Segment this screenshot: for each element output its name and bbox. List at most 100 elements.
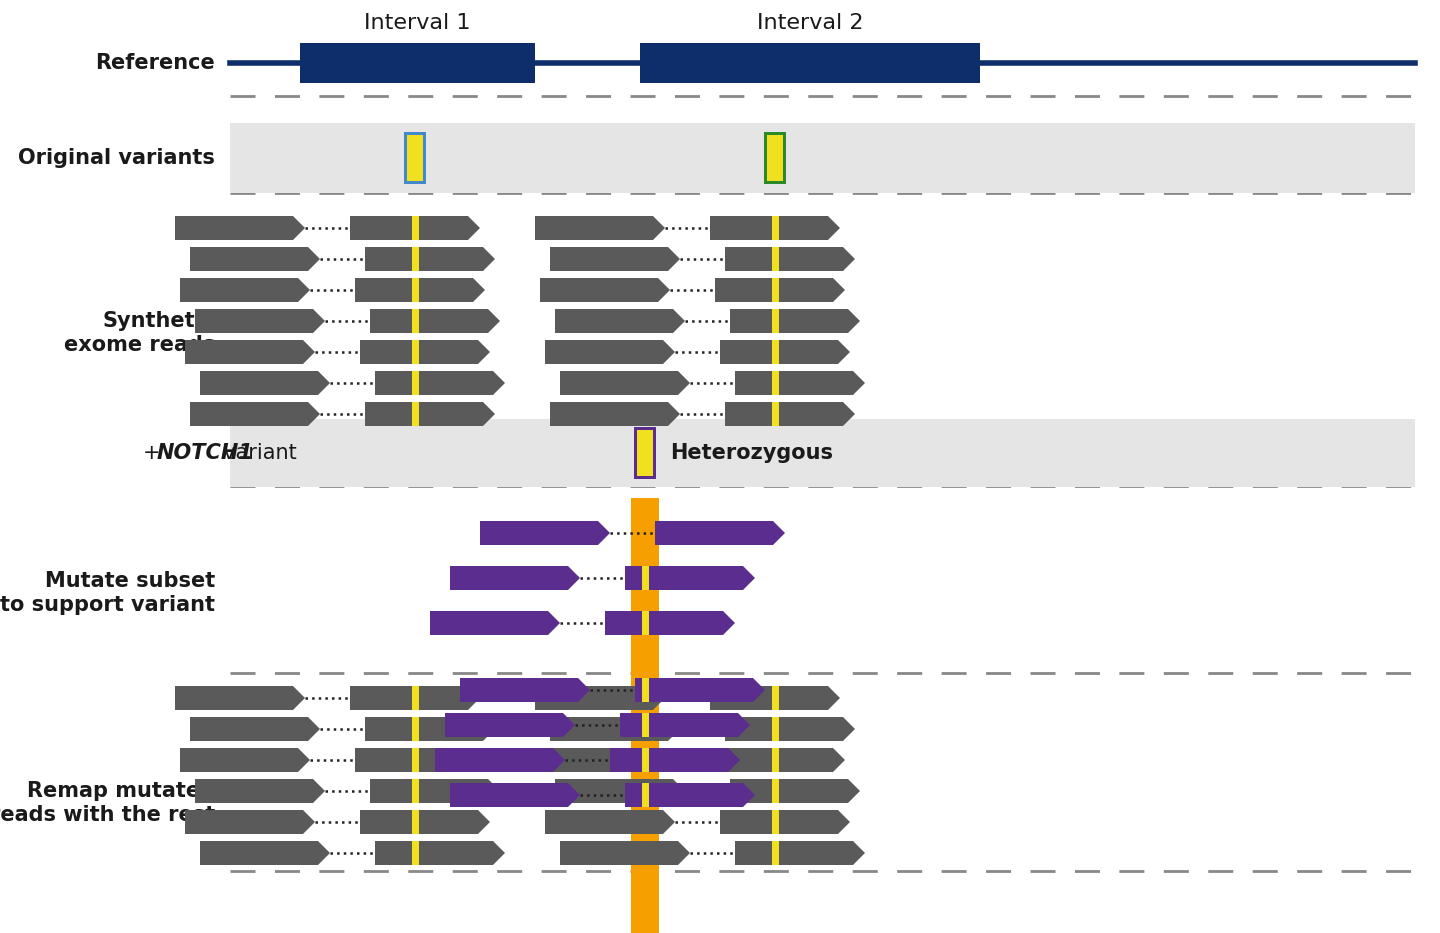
Polygon shape <box>190 402 320 426</box>
Text: variant: variant <box>219 443 297 463</box>
Bar <box>412 340 419 364</box>
Polygon shape <box>550 402 680 426</box>
Bar <box>634 427 657 479</box>
Bar <box>412 402 419 426</box>
Text: Interval 2: Interval 2 <box>757 13 863 33</box>
Polygon shape <box>720 340 850 364</box>
Polygon shape <box>655 521 785 545</box>
Bar <box>765 132 786 184</box>
Bar <box>772 686 779 710</box>
Polygon shape <box>724 402 855 426</box>
Polygon shape <box>459 678 590 702</box>
Bar <box>772 247 779 271</box>
Bar <box>772 841 779 865</box>
Bar <box>631 683 660 933</box>
Polygon shape <box>364 247 495 271</box>
Bar <box>412 810 419 834</box>
Bar <box>639 43 981 83</box>
Polygon shape <box>449 783 580 807</box>
Text: Original variants: Original variants <box>19 148 215 168</box>
Polygon shape <box>625 566 755 590</box>
Bar <box>230 419 1416 487</box>
Polygon shape <box>710 216 840 240</box>
Bar <box>772 402 779 426</box>
Polygon shape <box>200 371 330 395</box>
Polygon shape <box>734 371 865 395</box>
Bar <box>641 748 648 772</box>
Polygon shape <box>621 713 750 737</box>
Polygon shape <box>635 678 765 702</box>
Polygon shape <box>625 783 755 807</box>
Bar <box>772 278 779 302</box>
Polygon shape <box>716 278 845 302</box>
Polygon shape <box>554 779 685 803</box>
Polygon shape <box>176 686 305 710</box>
Bar <box>412 717 419 741</box>
Polygon shape <box>370 779 500 803</box>
Text: Reference: Reference <box>95 53 215 73</box>
Bar <box>772 810 779 834</box>
Bar <box>412 686 419 710</box>
Bar <box>412 748 419 772</box>
Polygon shape <box>374 371 505 395</box>
Bar <box>408 135 423 181</box>
Polygon shape <box>360 810 490 834</box>
Bar <box>300 43 536 83</box>
Polygon shape <box>540 278 670 302</box>
Bar <box>412 247 419 271</box>
Bar <box>412 216 419 240</box>
Polygon shape <box>445 713 575 737</box>
Polygon shape <box>364 717 495 741</box>
Polygon shape <box>364 402 495 426</box>
Bar <box>641 566 648 590</box>
Polygon shape <box>176 216 305 240</box>
Bar <box>636 430 652 476</box>
Bar <box>412 779 419 803</box>
Bar <box>405 132 426 184</box>
Bar <box>412 309 419 333</box>
Bar <box>768 135 783 181</box>
Polygon shape <box>449 566 580 590</box>
Bar <box>412 278 419 302</box>
Text: Mutate subset
to support variant: Mutate subset to support variant <box>0 571 215 615</box>
Polygon shape <box>190 247 320 271</box>
Polygon shape <box>370 309 500 333</box>
Polygon shape <box>350 216 480 240</box>
Bar <box>412 371 419 395</box>
Bar <box>772 717 779 741</box>
Text: Interval 1: Interval 1 <box>364 13 471 33</box>
Polygon shape <box>536 686 665 710</box>
Bar <box>230 123 1416 193</box>
Polygon shape <box>184 810 315 834</box>
Polygon shape <box>360 340 490 364</box>
Bar <box>772 748 779 772</box>
Bar <box>772 340 779 364</box>
Polygon shape <box>180 278 310 302</box>
Polygon shape <box>184 340 315 364</box>
Polygon shape <box>710 686 840 710</box>
Polygon shape <box>734 841 865 865</box>
Bar <box>772 371 779 395</box>
Polygon shape <box>544 340 675 364</box>
Polygon shape <box>720 810 850 834</box>
Polygon shape <box>730 779 860 803</box>
Polygon shape <box>544 810 675 834</box>
Polygon shape <box>724 717 855 741</box>
Polygon shape <box>536 216 665 240</box>
Polygon shape <box>374 841 505 865</box>
Polygon shape <box>560 371 690 395</box>
Polygon shape <box>730 309 860 333</box>
Polygon shape <box>724 247 855 271</box>
Polygon shape <box>716 748 845 772</box>
Bar <box>641 678 648 702</box>
Polygon shape <box>194 779 325 803</box>
Text: NOTCH1: NOTCH1 <box>157 443 253 463</box>
Bar <box>412 841 419 865</box>
Polygon shape <box>554 309 685 333</box>
Polygon shape <box>200 841 330 865</box>
Bar <box>772 309 779 333</box>
Polygon shape <box>180 748 310 772</box>
Polygon shape <box>190 717 320 741</box>
Bar <box>641 611 648 635</box>
Text: +: + <box>143 443 164 463</box>
